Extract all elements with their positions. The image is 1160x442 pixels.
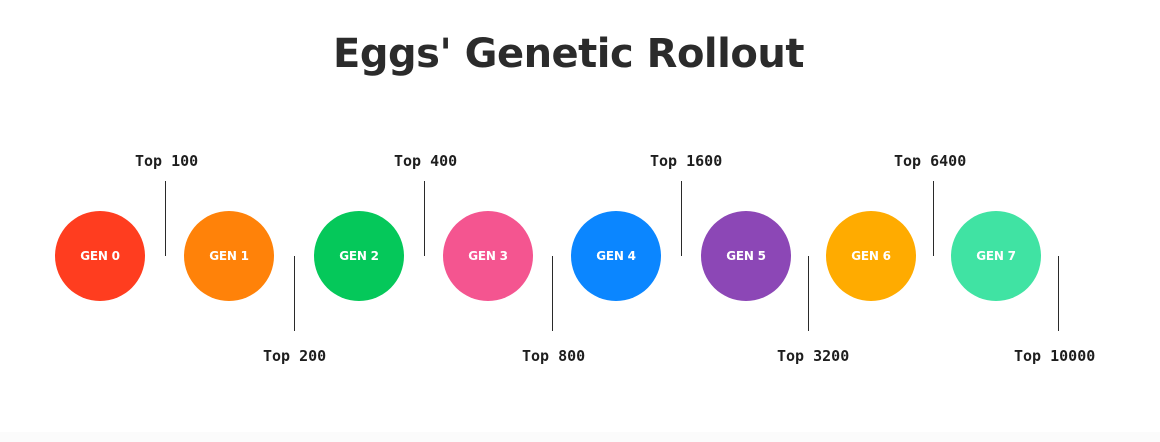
gen-2-circle: GEN 2 [314, 211, 404, 301]
gen-6-circle: GEN 6 [826, 211, 916, 301]
gen-3-label: GEN 3 [468, 249, 508, 263]
gen-1-connector [294, 256, 295, 331]
gen-5-label: GEN 5 [726, 249, 766, 263]
footer-band [0, 432, 1160, 442]
gen-0-connector [165, 181, 166, 256]
gen-6-label: GEN 6 [851, 249, 891, 263]
gen-7-connector [1058, 256, 1059, 331]
gen-4-label: GEN 4 [596, 249, 636, 263]
gen-2-tier-label: Top 400 [394, 152, 458, 170]
gen-7-circle: GEN 7 [951, 211, 1041, 301]
gen-4-connector [681, 181, 682, 256]
gen-3-connector [552, 256, 553, 331]
gen-0-circle: GEN 0 [55, 211, 145, 301]
gen-4-tier-label: Top 1600 [650, 152, 723, 170]
gen-1-circle: GEN 1 [184, 211, 274, 301]
gen-0-tier-label: Top 100 [135, 152, 199, 170]
gen-3-circle: GEN 3 [443, 211, 533, 301]
gen-7-label: GEN 7 [976, 249, 1016, 263]
gen-1-label: GEN 1 [209, 249, 249, 263]
gen-0-label: GEN 0 [80, 249, 120, 263]
gen-5-circle: GEN 5 [701, 211, 791, 301]
gen-3-tier-label: Top 800 [522, 347, 586, 365]
gen-7-tier-label: Top 10000 [1014, 347, 1096, 365]
gen-2-label: GEN 2 [339, 249, 379, 263]
gen-4-circle: GEN 4 [571, 211, 661, 301]
page-title: Eggs' Genetic Rollout [333, 31, 804, 77]
gen-6-connector [933, 181, 934, 256]
gen-1-tier-label: Top 200 [263, 347, 327, 365]
gen-6-tier-label: Top 6400 [894, 152, 967, 170]
gen-5-tier-label: Top 3200 [777, 347, 850, 365]
gen-2-connector [424, 181, 425, 256]
gen-5-connector [808, 256, 809, 331]
